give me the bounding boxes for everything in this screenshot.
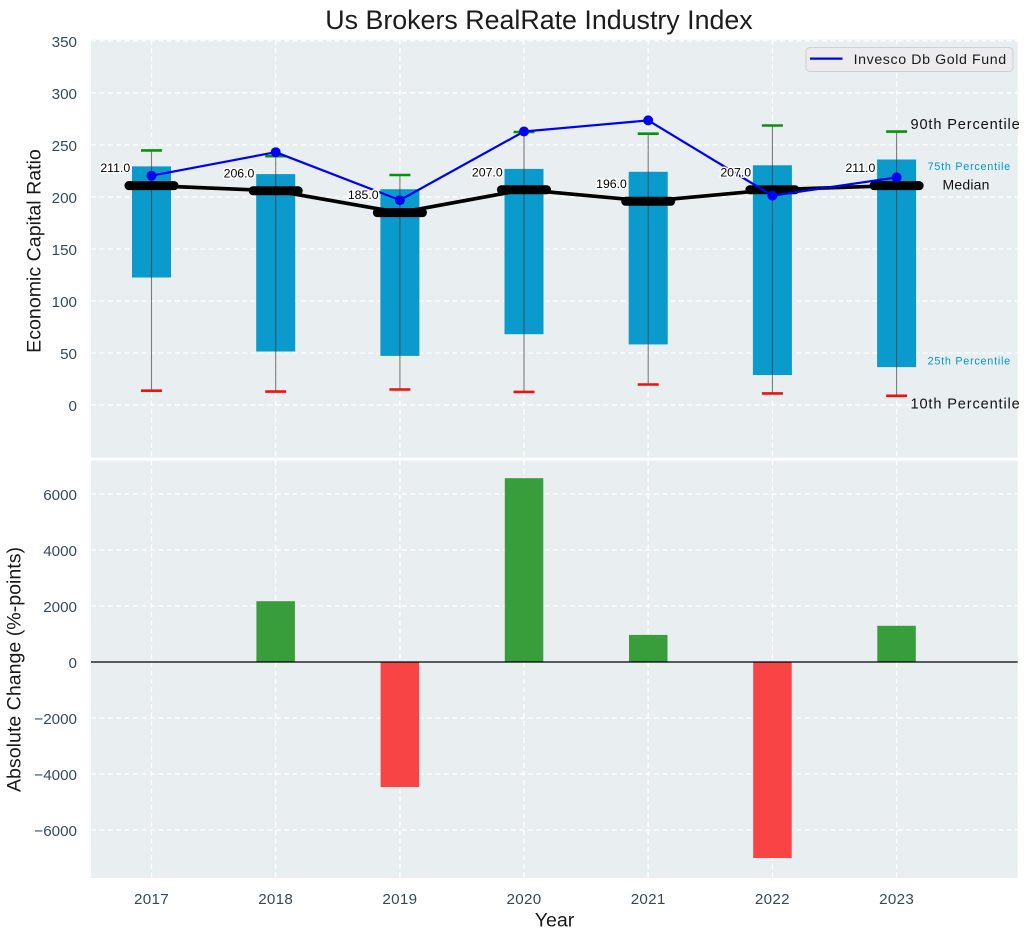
svg-text:10th Percentile: 10th Percentile bbox=[911, 397, 1021, 413]
svg-text:2019: 2019 bbox=[382, 891, 417, 908]
svg-text:25th Percentile: 25th Percentile bbox=[928, 355, 1011, 367]
svg-text:185.0: 185.0 bbox=[348, 188, 379, 202]
svg-text:211.0: 211.0 bbox=[100, 161, 130, 175]
svg-text:196.0: 196.0 bbox=[596, 177, 627, 191]
svg-text:−2000: −2000 bbox=[34, 711, 77, 728]
svg-text:4000: 4000 bbox=[43, 543, 77, 560]
svg-text:207.0: 207.0 bbox=[472, 165, 503, 179]
svg-text:−6000: −6000 bbox=[34, 823, 77, 840]
svg-text:2020: 2020 bbox=[507, 891, 542, 908]
svg-text:150: 150 bbox=[52, 242, 77, 259]
svg-text:2023: 2023 bbox=[879, 891, 914, 908]
svg-text:350: 350 bbox=[52, 34, 77, 51]
svg-text:211.0: 211.0 bbox=[845, 161, 875, 175]
svg-text:Median: Median bbox=[943, 177, 990, 193]
svg-text:0: 0 bbox=[69, 398, 77, 415]
svg-text:75th Percentile: 75th Percentile bbox=[928, 161, 1011, 173]
svg-text:100: 100 bbox=[52, 294, 77, 311]
svg-text:2018: 2018 bbox=[258, 891, 293, 908]
svg-text:90th Percentile: 90th Percentile bbox=[911, 117, 1021, 133]
svg-text:50: 50 bbox=[60, 346, 77, 363]
svg-text:200: 200 bbox=[52, 190, 77, 207]
svg-text:6000: 6000 bbox=[43, 487, 77, 504]
svg-text:207.0: 207.0 bbox=[720, 165, 751, 179]
svg-text:Absolute Change (%-points): Absolute Change (%-points) bbox=[4, 547, 26, 792]
svg-text:2022: 2022 bbox=[755, 891, 790, 908]
svg-text:Us Brokers RealRate Industry I: Us Brokers RealRate Industry Index bbox=[325, 5, 753, 35]
svg-text:Year: Year bbox=[535, 910, 575, 932]
svg-text:Economic Capital Ratio: Economic Capital Ratio bbox=[24, 149, 46, 353]
svg-text:250: 250 bbox=[52, 138, 77, 155]
svg-text:206.0: 206.0 bbox=[224, 166, 255, 180]
svg-text:0: 0 bbox=[69, 655, 77, 672]
svg-text:2017: 2017 bbox=[134, 891, 169, 908]
svg-text:−4000: −4000 bbox=[34, 767, 77, 784]
svg-text:Invesco Db Gold Fund: Invesco Db Gold Fund bbox=[854, 52, 1007, 68]
svg-text:300: 300 bbox=[52, 86, 77, 103]
svg-text:2021: 2021 bbox=[631, 891, 666, 908]
svg-text:2000: 2000 bbox=[43, 599, 77, 616]
